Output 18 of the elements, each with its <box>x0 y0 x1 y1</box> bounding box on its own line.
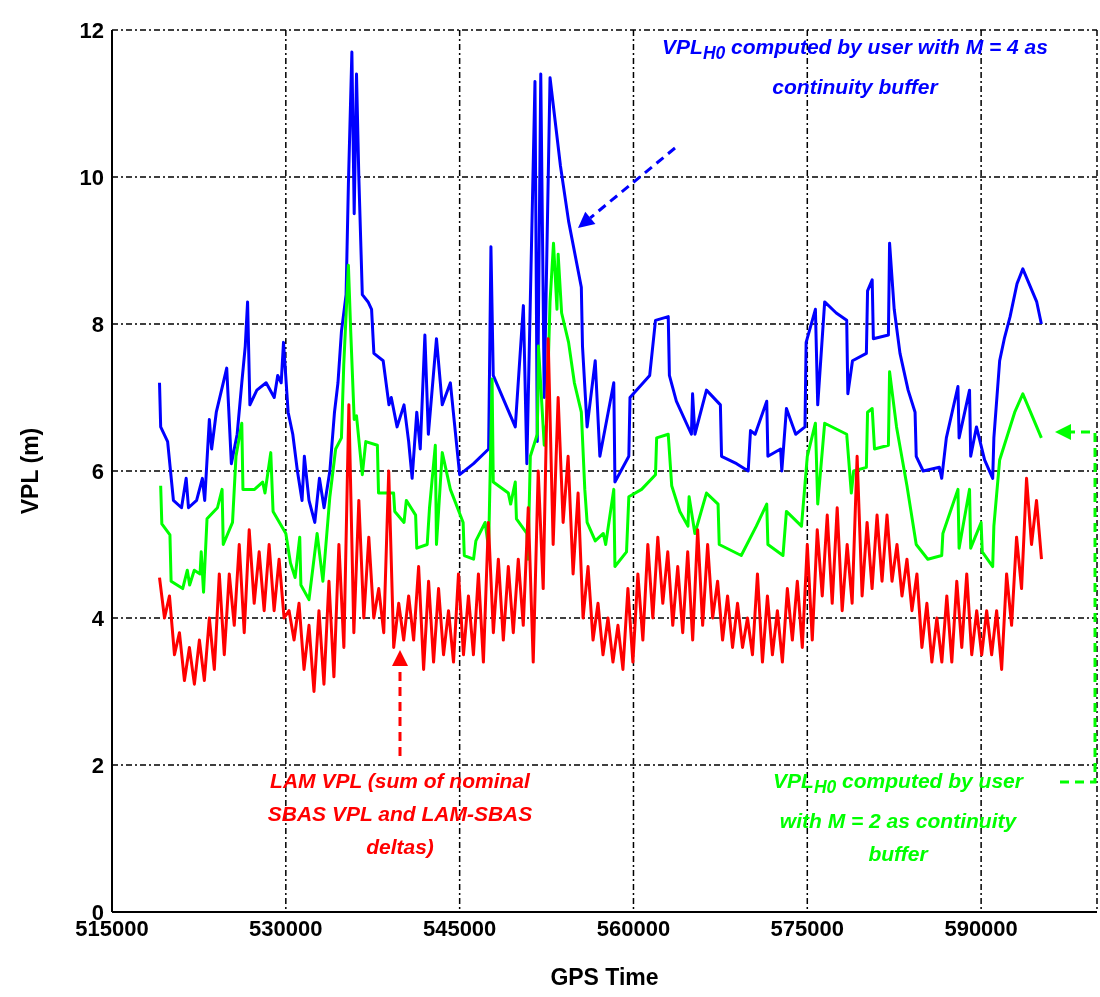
y-tick-label: 8 <box>91 311 104 337</box>
x-axis-title: GPS Time <box>550 964 659 990</box>
x-tick-label: 545000 <box>422 915 497 941</box>
x-tick-label: 560000 <box>596 915 671 941</box>
y-tick-label: 10 <box>79 164 104 190</box>
annotation: VPL$_{H0}$ computed by user with M = 4 as continuity buffer <box>661 34 1049 101</box>
y-axis-title: VPL (m) <box>17 427 44 515</box>
x-tick-label: 530000 <box>249 915 323 941</box>
y-tick-label: 12 <box>79 17 104 43</box>
x-tick-label: 575000 <box>770 915 845 941</box>
x-tick-label: 590000 <box>944 915 1018 941</box>
y-tick-label: 2 <box>91 752 104 778</box>
y-tick-label: 6 <box>91 458 104 484</box>
line-series <box>158 337 1043 693</box>
line-series <box>159 241 1043 602</box>
annotation: LAM VPL (sum of nominal SBAS VPL and LAM-SBAS deltas) <box>266 768 534 860</box>
y-tick-label: 4 <box>91 605 105 631</box>
annotation: VPL$_{H0}$ computed by user with M = 2 as continuity buffer <box>772 768 1025 868</box>
